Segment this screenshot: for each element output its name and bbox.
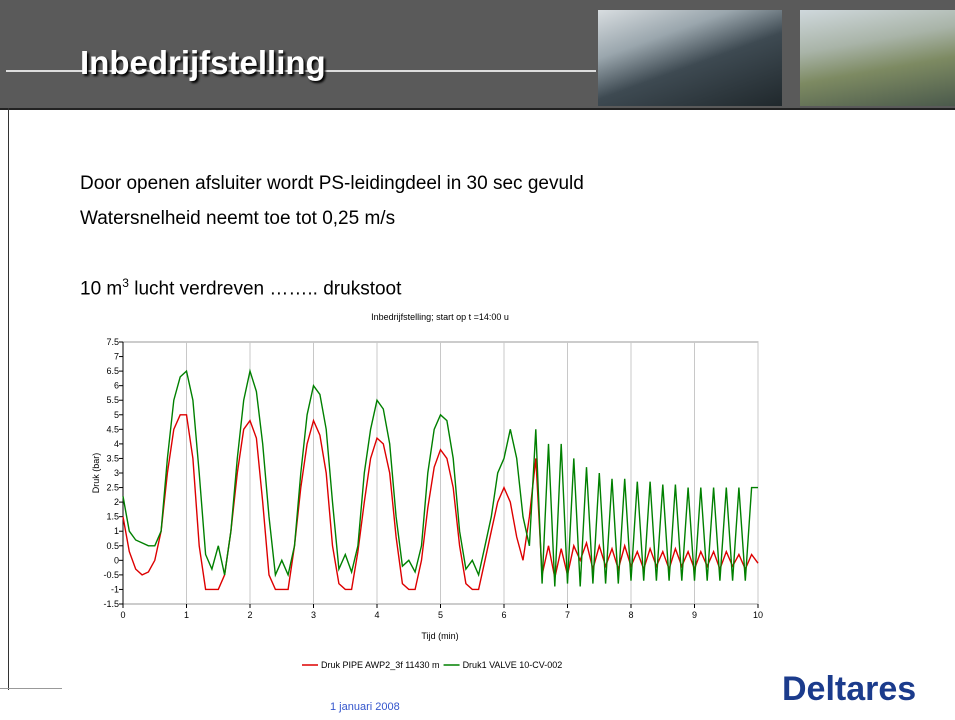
y-tick-label: 2.5 (106, 483, 119, 493)
y-tick-label: 7 (114, 352, 119, 362)
y-tick-label: 6.5 (106, 366, 119, 376)
y-tick-label: 4.5 (106, 424, 119, 434)
x-tick-label: 1 (184, 610, 189, 620)
y-tick-label: 3.5 (106, 453, 119, 463)
x-tick-label: 5 (438, 610, 443, 620)
y-tick-label: -1.5 (103, 599, 119, 609)
y-tick-label: 7.5 (106, 337, 119, 347)
x-tick-label: 2 (247, 610, 252, 620)
footer-rule (0, 688, 62, 689)
y-tick-label: -1 (111, 584, 119, 594)
y-tick-label: 2 (114, 497, 119, 507)
x-tick-label: 0 (120, 610, 125, 620)
x-tick-label: 4 (374, 610, 379, 620)
legend-label: Druk1 VALVE 10-CV-002 (463, 660, 563, 670)
x-tick-label: 3 (311, 610, 316, 620)
y-axis-label: Druk (bar) (91, 453, 101, 494)
y-tick-label: 4 (114, 439, 119, 449)
x-tick-label: 10 (753, 610, 763, 620)
y-tick-label: -0.5 (103, 570, 119, 580)
x-tick-label: 8 (628, 610, 633, 620)
y-tick-label: 0.5 (106, 541, 119, 551)
chart-title: Inbedrijfstelling; start op t =14:00 u (371, 312, 509, 322)
y-tick-label: 5.5 (106, 395, 119, 405)
slide: Inbedrijfstelling Door openen afsluiter … (0, 0, 955, 720)
x-tick-label: 9 (692, 610, 697, 620)
y-tick-label: 1 (114, 526, 119, 536)
chart: Inbedrijfstelling; start op t =14:00 u T… (0, 0, 955, 720)
x-tick-label: 7 (565, 610, 570, 620)
y-tick-label: 3 (114, 468, 119, 478)
footer-date: 1 januari 2008 (330, 701, 400, 713)
y-tick-label: 6 (114, 381, 119, 391)
legend-label: Druk PIPE AWP2_3f 11430 m (321, 660, 440, 670)
logo: Deltares (782, 670, 916, 709)
x-tick-label: 6 (501, 610, 506, 620)
y-tick-label: 5 (114, 410, 119, 420)
y-tick-label: 0 (114, 555, 119, 565)
x-axis-label: Tijd (min) (421, 631, 458, 641)
y-tick-label: 1.5 (106, 512, 119, 522)
